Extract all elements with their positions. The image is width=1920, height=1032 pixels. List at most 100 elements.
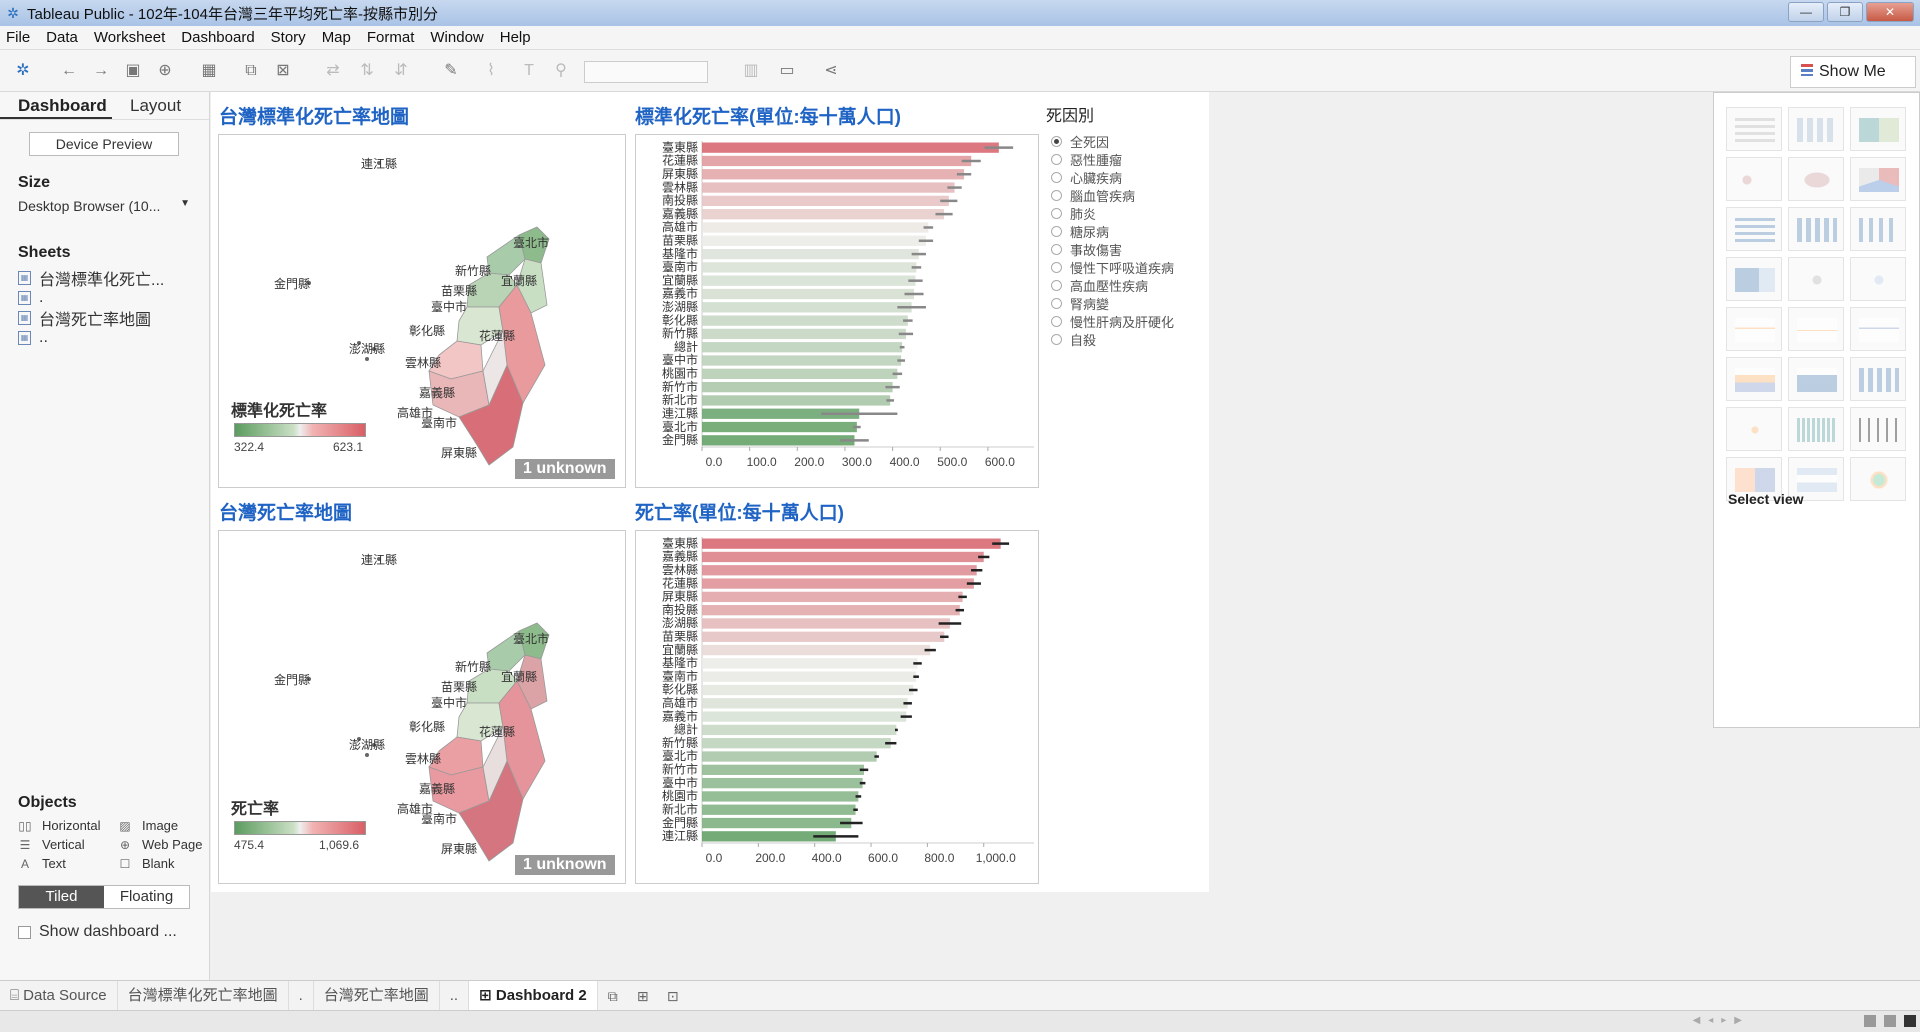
bar[interactable] (702, 804, 856, 815)
bar[interactable] (702, 791, 859, 802)
chart2-view[interactable]: 臺東縣 嘉義縣 雲林縣 花蓮縣 屏東縣 南投縣 澎湖縣 苗栗縣 宜蘭縣 基隆市 臺南市 彰化縣 高雄市嘉… (635, 530, 1039, 884)
object-image[interactable]: ▨ Image (118, 818, 218, 833)
tab-dashboard[interactable]: Dashboard (0, 92, 112, 119)
sheet-tab[interactable]: . (289, 980, 314, 1011)
show-me-button[interactable]: Show Me (1790, 56, 1916, 88)
show-me-chart-option[interactable] (1850, 357, 1906, 401)
bar[interactable] (702, 248, 919, 260)
bar[interactable] (702, 764, 864, 775)
presentation-icon[interactable]: ▭ (779, 62, 795, 79)
show-me-chart-option[interactable] (1726, 457, 1782, 501)
bar[interactable] (702, 195, 949, 207)
share-icon[interactable]: ⋖ (824, 62, 838, 79)
bar[interactable] (702, 578, 974, 589)
menu-window[interactable]: Window (430, 29, 484, 46)
county-region[interactable] (486, 630, 526, 672)
show-me-chart-option[interactable] (1788, 107, 1844, 151)
filter-option[interactable]: 腦血管疾病 (1046, 186, 1206, 204)
tableau-logo-icon[interactable]: ✲ (16, 62, 30, 79)
sheet-item[interactable]: ▦ 台灣標準化死亡... (18, 268, 209, 289)
filter-option[interactable]: 高血壓性疾病 (1046, 276, 1206, 294)
show-me-chart-option[interactable] (1726, 407, 1782, 451)
show-me-chart-option[interactable] (1788, 207, 1844, 251)
object-web-page[interactable]: ⊕ Web Page (118, 837, 218, 852)
bar[interactable] (702, 355, 902, 366)
county-region[interactable] (482, 329, 508, 407)
bar[interactable] (702, 262, 917, 273)
map2-view[interactable]: 連江縣 金門縣 澎湖縣 苗栗縣 臺中市 宜蘭縣 彰化縣 花蓮縣 雲林縣 嘉義縣 臺南市 屏東縣 高雄市 新… (218, 530, 626, 884)
bar[interactable] (702, 342, 903, 353)
new-worksheet-tab-icon[interactable]: ⧉ (607, 987, 618, 1004)
add-datasource-icon[interactable]: ⊕ (158, 62, 172, 79)
filter-option[interactable]: 惡性腫瘤 (1046, 150, 1206, 168)
show-me-chart-option[interactable] (1726, 357, 1782, 401)
group-icon[interactable]: ⌇ (487, 62, 495, 79)
sheet-item[interactable]: ▦.. (18, 328, 209, 348)
menu-data[interactable]: Data (46, 29, 78, 46)
bar[interactable] (702, 408, 860, 419)
object-text[interactable]: A Text (18, 856, 118, 871)
object-vertical[interactable]: ☰ Vertical (18, 837, 118, 852)
show-dashboard-title-checkbox[interactable]: Show dashboard ... (18, 923, 210, 941)
county-region[interactable] (486, 234, 526, 276)
bar[interactable] (702, 435, 855, 446)
filter-option[interactable]: 全死因 (1046, 132, 1206, 150)
show-me-chart-option[interactable] (1788, 257, 1844, 301)
show-me-chart-option[interactable] (1850, 257, 1906, 301)
bar[interactable] (702, 711, 907, 722)
filmstrip-view-icon[interactable] (1884, 1015, 1896, 1027)
sheet-tab[interactable]: 台灣死亡率地圖 (314, 980, 440, 1011)
grid-view-icon[interactable] (1864, 1015, 1876, 1027)
filter-option[interactable]: 慢性下呼吸道疾病 (1046, 258, 1206, 276)
show-me-chart-option[interactable] (1726, 107, 1782, 151)
bar[interactable] (702, 671, 917, 682)
sort-asc-icon[interactable]: ⇅ (360, 62, 374, 79)
sort-desc-icon[interactable]: ⇵ (394, 62, 408, 79)
chart-type-icon[interactable]: ▥ (743, 62, 759, 79)
map1-unknown-indicator[interactable]: 1 unknown (515, 459, 615, 479)
bar[interactable] (702, 631, 945, 642)
show-me-chart-option[interactable] (1850, 107, 1906, 151)
bar[interactable] (702, 222, 929, 233)
close-button[interactable]: ✕ (1866, 2, 1914, 22)
duplicate-icon[interactable]: ⧉ (245, 62, 257, 79)
menu-help[interactable]: Help (499, 29, 531, 46)
bar[interactable] (702, 421, 857, 433)
pin-icon[interactable]: ⚲ (555, 62, 567, 79)
redo-icon[interactable]: → (93, 62, 109, 79)
bar[interactable] (702, 169, 965, 180)
bar[interactable] (702, 328, 906, 340)
chart1-view[interactable]: 臺東縣 花蓮縣 屏東縣 雲林縣 南投縣 嘉義縣 高雄市 苗栗縣 基隆市 臺南市 宜蘭縣 嘉義市 澎湖縣彰… (635, 134, 1039, 488)
show-me-chart-option[interactable] (1788, 307, 1844, 351)
show-me-chart-option[interactable] (1726, 207, 1782, 251)
show-me-chart-option[interactable] (1788, 457, 1844, 501)
show-me-chart-option[interactable] (1850, 407, 1906, 451)
sheet-tab[interactable]: 台灣標準化死亡率地圖 (118, 980, 289, 1011)
show-me-chart-option[interactable] (1850, 207, 1906, 251)
dashboard-tab[interactable]: ⊞ Dashboard 2 (469, 980, 598, 1011)
show-me-chart-option[interactable] (1788, 407, 1844, 451)
bar[interactable] (702, 381, 893, 393)
new-dashboard-tab-icon[interactable]: ⊞ (636, 987, 649, 1004)
bar[interactable] (702, 644, 931, 656)
size-dropdown[interactable]: Desktop Browser (10... ▼ (18, 198, 194, 214)
swap-icon[interactable]: ⇄ (326, 62, 340, 79)
tiled-button[interactable]: Tiled (19, 886, 104, 908)
sheet-item[interactable]: ▦. (18, 288, 209, 308)
bar[interactable] (702, 738, 891, 749)
data-source-tab[interactable]: ⌸ Data Source (0, 980, 118, 1011)
filter-option[interactable]: 腎病變 (1046, 294, 1206, 312)
map1-view[interactable]: 連江縣 金門縣 澎湖縣 苗栗縣 臺中市 宜蘭縣 彰化縣 花蓮縣 雲林縣 嘉義縣 臺南市 屏東縣 高雄市 新… (218, 134, 626, 488)
floating-button[interactable]: Floating (104, 886, 189, 908)
bar[interactable] (702, 724, 897, 736)
label-icon[interactable]: T (524, 62, 534, 79)
menu-file[interactable]: File (6, 29, 31, 46)
county-region[interactable] (482, 725, 508, 803)
bar[interactable] (702, 605, 960, 616)
tab-navigation-icon[interactable]: ◀◂▸▶ (1692, 1015, 1750, 1026)
filter-option[interactable]: 慢性肝病及肝硬化 (1046, 312, 1206, 330)
show-me-chart-option[interactable] (1788, 157, 1844, 201)
bar[interactable] (702, 538, 1001, 549)
